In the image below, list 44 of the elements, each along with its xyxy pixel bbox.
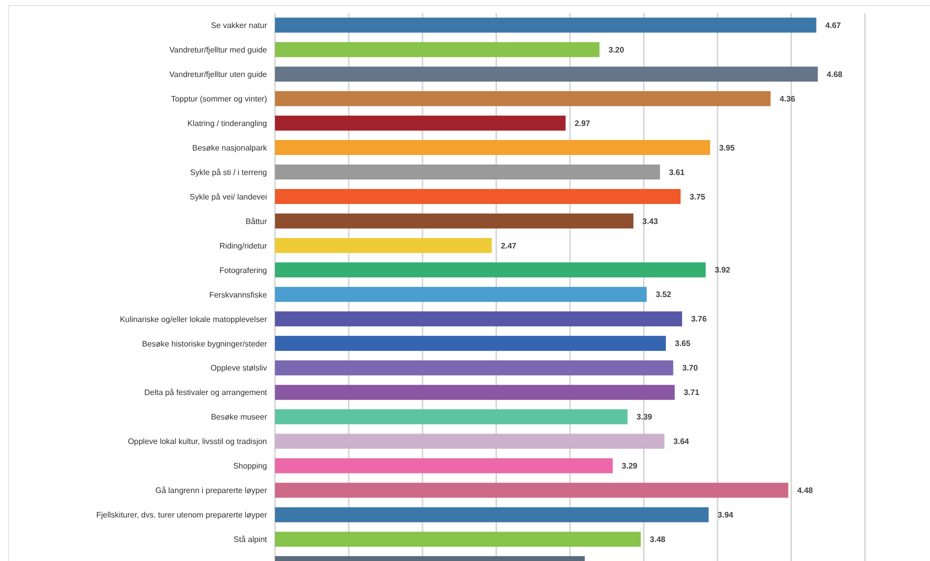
data-label: 4.68 [826, 70, 843, 79]
data-label: 4.36 [780, 94, 796, 104]
y-tick-label: Stå alpint [234, 535, 268, 544]
y-tick-label: Topptur (sommer og vinter) [170, 94, 268, 104]
data-label: 3.64 [673, 437, 690, 446]
y-tick-label: Besøke museer [210, 412, 268, 422]
y-tick-label: Riding/ridetur [219, 241, 268, 250]
y-tick-label: Delta på festivaler og arrangement [144, 388, 268, 398]
y-tick-label: Fotografering [219, 266, 267, 275]
y-tick-label: Se vakker natur [210, 21, 268, 30]
data-label: 3.71 [684, 388, 700, 398]
data-label: 3.29 [622, 462, 638, 471]
y-tick-label: Fjellskiturer, dvs. turer utenom preparerte løyper [96, 510, 268, 520]
data-label: 3.48 [650, 534, 666, 544]
data-label: 3.43 [642, 216, 659, 226]
data-label: 3.52 [656, 290, 672, 300]
data-label: 3.95 [719, 143, 736, 152]
data-label: 3.94 [718, 510, 734, 520]
data-label: 3.61 [668, 168, 686, 177]
y-tick-label: Besøke nasjonalpark [192, 143, 268, 152]
data-label: 3.65 [674, 339, 691, 348]
y-tick-label: Sykle på vei/ landevei [190, 192, 268, 202]
data-label: 3.92 [714, 266, 731, 275]
data-label: 3.75 [690, 192, 706, 202]
y-tick-label: Oppleve stølsliv [210, 364, 267, 373]
data-label: 3.70 [682, 364, 698, 373]
data-label: 4.48 [797, 486, 814, 496]
y-tick-label: Sykle på sti / i terreng [190, 168, 267, 177]
data-label: 3.20 [608, 45, 625, 54]
y-tick-label: Shopping [233, 462, 267, 471]
y-tick-label: Oppleve lokal kultur, livsstil og tradisjon [128, 437, 267, 446]
data-label: 2.97 [574, 118, 591, 128]
data-label: 3.76 [691, 314, 708, 324]
y-tick-label: Gå langrenn i preparerte løyper [155, 486, 268, 496]
data-label: 4.67 [825, 20, 842, 30]
y-tick-label: Båttur [246, 216, 268, 226]
y-tick-label: Klatring / tinderangling [187, 118, 267, 128]
data-label: 2.47 [500, 241, 517, 250]
y-tick-label: Vandretur/fjelltur med guide [169, 46, 268, 55]
y-tick-label: Vandretur/fjelltur uten guide [169, 70, 268, 79]
y-tick-label: Kulinariske og/eller lokale matopplevelser [120, 314, 268, 324]
y-tick-label: Besøke historiske bygninger/steder [142, 339, 268, 348]
y-tick-label: Ferskvannsfiske [209, 290, 268, 300]
data-label: 3.39 [636, 412, 653, 422]
